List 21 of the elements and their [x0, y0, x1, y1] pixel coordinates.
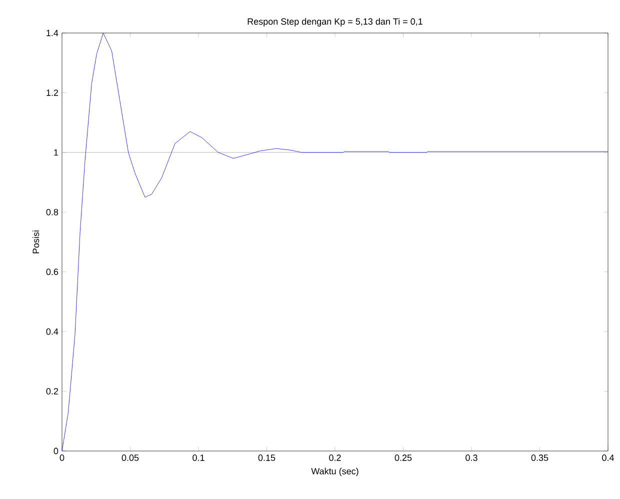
y-tick-label: 0.6 — [46, 268, 58, 276]
y-tick-label: 0.4 — [46, 328, 58, 335]
x-tick-label: 0.35 — [531, 454, 548, 461]
x-tick-label: 0.1 — [192, 454, 204, 461]
x-tick-label: 0.2 — [329, 454, 341, 461]
x-tick-label: 0.05 — [122, 454, 139, 461]
y-tick-label: 1 — [54, 149, 58, 156]
y-tick-label: 1.4 — [46, 30, 58, 36]
chart-title: Respon Step dengan Kp = 5,13 dan Ti = 0,1 — [248, 18, 422, 26]
x-tick-label: 0.4 — [602, 454, 614, 461]
y-tick-label: 1.2 — [46, 90, 58, 96]
x-tick-label: 0 — [60, 454, 64, 461]
x-axis-title: Waktu (sec) — [311, 468, 358, 476]
y-tick-label: 0.2 — [46, 388, 58, 394]
x-tick-label: 0.3 — [466, 454, 478, 461]
y-tick-label: 0 — [54, 448, 58, 454]
y-axis-title: Posisi — [32, 230, 40, 254]
y-tick-label: 0.8 — [46, 208, 58, 216]
line-series — [62, 33, 608, 451]
x-tick-label: 0.15 — [258, 454, 276, 461]
x-tick-label: 0.25 — [394, 454, 412, 461]
